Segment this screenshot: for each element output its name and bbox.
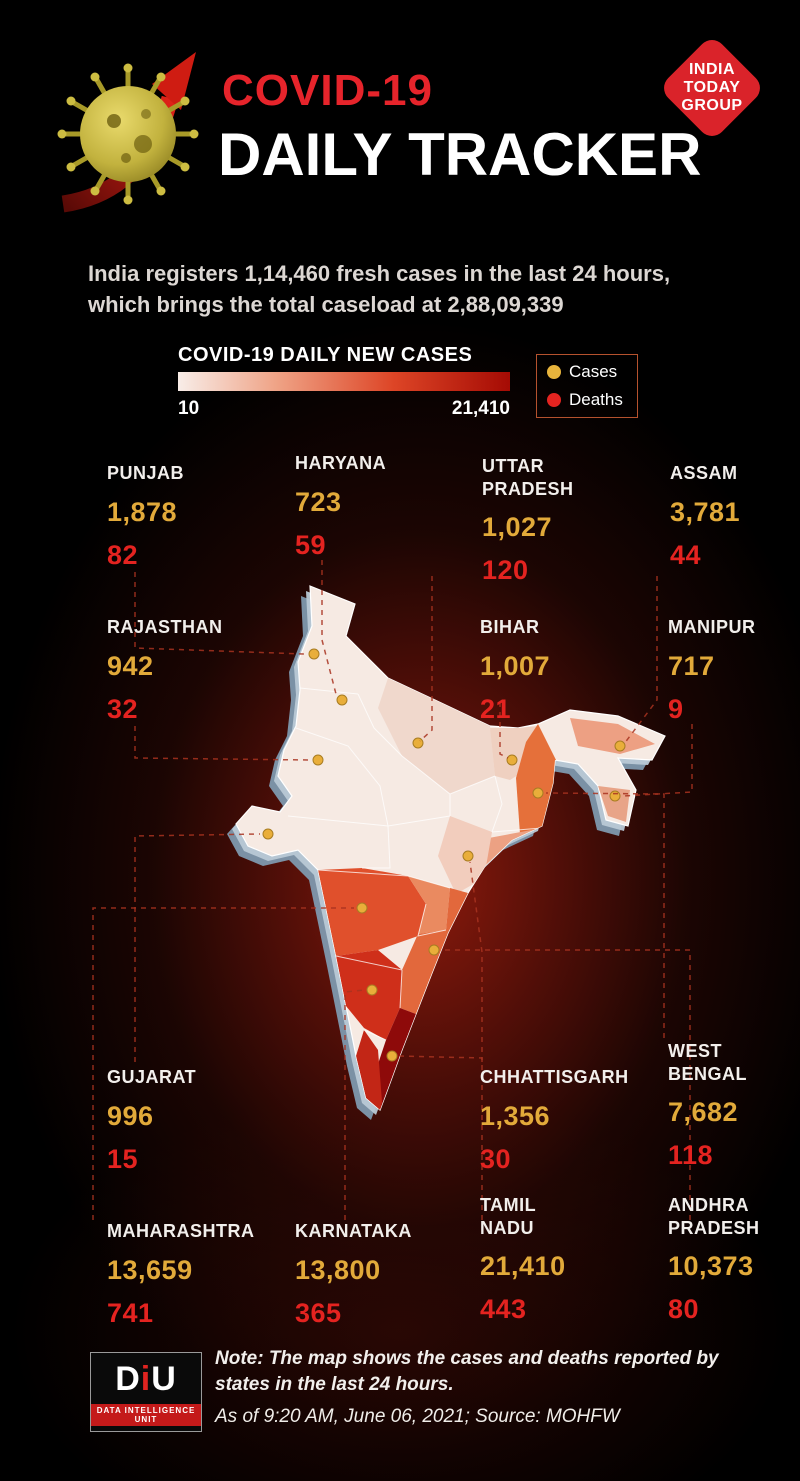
state-cases: 1,027 xyxy=(482,512,553,542)
state-label-uttar-pradesh: UTTAR PRADESH 1,027 120 xyxy=(482,455,574,586)
state-name: MANIPUR xyxy=(668,617,756,637)
color-scale-gradient-bar xyxy=(178,372,510,391)
coronavirus-icon xyxy=(57,52,199,213)
state-name: ANDHRA PRADESH xyxy=(668,1195,760,1238)
state-name: GUJARAT xyxy=(107,1067,197,1087)
state-cases: 13,800 xyxy=(295,1254,381,1285)
state-name: UTTAR PRADESH xyxy=(482,456,574,499)
state-deaths: 365 xyxy=(295,1297,342,1328)
state-label-gujarat: GUJARAT 996 15 xyxy=(107,1066,267,1175)
state-name: TAMIL NADU xyxy=(480,1195,536,1238)
state-cases: 10,373 xyxy=(668,1251,754,1281)
state-marker-dots xyxy=(262,648,626,1062)
diu-letter-i: i xyxy=(140,1360,152,1398)
state-cases: 21,410 xyxy=(480,1251,566,1281)
state-deaths: 80 xyxy=(668,1294,700,1324)
state-deaths: 82 xyxy=(107,539,139,570)
legend-deaths-label: Deaths xyxy=(569,389,623,409)
state-deaths: 741 xyxy=(107,1297,154,1328)
state-name: RAJASTHAN xyxy=(107,617,223,637)
arrow-head xyxy=(152,52,196,110)
state-label-tamil-nadu: TAMIL NADU 21,410 443 xyxy=(480,1194,566,1325)
scale-min-label: 10 xyxy=(178,398,200,419)
state-label-rajasthan: RAJASTHAN 942 32 xyxy=(107,616,267,725)
diu-logo: DiU DATA INTELLIGENCE UNIT xyxy=(90,1352,202,1432)
state-name: KARNATAKA xyxy=(295,1221,412,1241)
state-label-assam: ASSAM 3,781 44 xyxy=(670,462,800,571)
state-cases: 1,878 xyxy=(107,496,178,527)
state-borders xyxy=(287,687,543,1041)
state-deaths: 443 xyxy=(480,1294,527,1324)
footer-source: As of 9:20 AM, June 06, 2021; Source: MO… xyxy=(215,1406,620,1427)
state-label-chhattisgarh: CHHATTISGARH 1,356 30 xyxy=(480,1066,640,1175)
scale-max-label: 21,410 xyxy=(451,398,510,419)
state-deaths: 44 xyxy=(670,539,702,570)
state-deaths: 32 xyxy=(107,693,139,724)
footer-note: Note: The map shows the cases and deaths… xyxy=(215,1348,719,1395)
legend-row-deaths: Deaths xyxy=(547,390,627,410)
title-daily-tracker: DAILY TRACKER xyxy=(218,121,702,188)
india-today-group-logo: INDIA TODAY GROUP xyxy=(656,32,768,144)
deaths-dot-icon xyxy=(547,392,561,407)
state-name: PUNJAB xyxy=(107,463,185,483)
diu-letter-d: D xyxy=(115,1360,141,1398)
state-label-manipur: MANIPUR 717 9 xyxy=(668,616,800,725)
state-label-bihar: BIHAR 1,007 21 xyxy=(480,616,640,725)
diu-letter-u: U xyxy=(151,1360,177,1398)
state-deaths: 21 xyxy=(480,693,512,724)
state-deaths: 9 xyxy=(668,693,684,724)
state-cases: 1,007 xyxy=(480,650,551,681)
cases-dot-icon xyxy=(547,365,561,380)
legend-cases-label: Cases xyxy=(569,362,618,382)
state-cases: 942 xyxy=(107,650,154,681)
virus-spike-tips xyxy=(57,63,199,205)
state-deaths: 118 xyxy=(668,1140,714,1170)
virus-spikes xyxy=(66,72,190,196)
legend: Cases Deaths xyxy=(536,354,638,418)
headline-summary: India registers 1,14,460 fresh cases in … xyxy=(88,261,671,318)
state-name: HARYANA xyxy=(295,453,387,473)
logo-line-today: TODAY xyxy=(683,79,741,97)
state-label-west-bengal: WEST BENGAL 7,682 118 xyxy=(668,1040,760,1171)
state-label-andhra-pradesh: ANDHRA PRADESH 10,373 80 xyxy=(668,1194,764,1325)
legend-row-cases: Cases xyxy=(547,362,627,382)
state-name: WEST BENGAL xyxy=(668,1041,747,1084)
state-cases: 3,781 xyxy=(670,496,741,527)
diu-wordmark: DiU xyxy=(91,1362,201,1396)
scale-title: COVID-19 DAILY NEW CASES xyxy=(178,344,473,366)
logo-line-group: GROUP xyxy=(681,96,743,114)
state-cases: 1,356 xyxy=(480,1100,551,1131)
logo-line-india: INDIA xyxy=(688,61,736,79)
state-cases: 723 xyxy=(295,486,342,517)
state-deaths: 30 xyxy=(480,1143,512,1174)
state-cases: 7,682 xyxy=(668,1097,739,1127)
state-name: BIHAR xyxy=(480,617,540,637)
state-name: ASSAM xyxy=(670,463,738,483)
state-label-maharashtra: MAHARASHTRA 13,659 741 xyxy=(107,1220,267,1329)
logo-text: INDIA TODAY GROUP xyxy=(656,32,768,144)
title-covid19: COVID-19 xyxy=(222,66,433,115)
virus-body xyxy=(80,86,176,182)
diu-subtitle: DATA INTELLIGENCE UNIT xyxy=(91,1404,201,1426)
state-name: MAHARASHTRA xyxy=(107,1221,255,1241)
state-cases: 996 xyxy=(107,1100,154,1131)
state-deaths: 59 xyxy=(295,529,327,560)
state-deaths: 15 xyxy=(107,1143,139,1174)
state-label-karnataka: KARNATAKA 13,800 365 xyxy=(295,1220,455,1329)
state-name: CHHATTISGARH xyxy=(480,1067,629,1087)
state-label-punjab: PUNJAB 1,878 82 xyxy=(107,462,267,571)
state-cases: 13,659 xyxy=(107,1254,193,1285)
state-label-haryana: HARYANA 723 59 xyxy=(295,452,455,561)
state-deaths: 120 xyxy=(482,555,529,585)
state-cases: 717 xyxy=(668,650,715,681)
